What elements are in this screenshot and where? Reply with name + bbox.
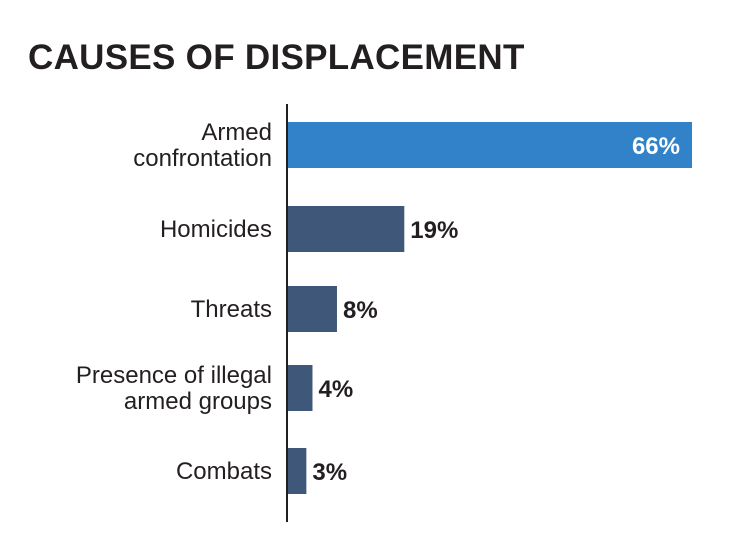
- category-label-1: Armed confrontation: [133, 119, 272, 172]
- category-label-line: Armed: [201, 119, 272, 146]
- value-label-2: 19%: [410, 217, 458, 244]
- category-label-4: Presence of illegal armed groups: [76, 362, 272, 415]
- category-label-5: Combats: [176, 458, 272, 485]
- bars-group: [288, 122, 692, 494]
- category-label-line: armed groups: [124, 388, 272, 415]
- value-label-4: 4%: [318, 376, 353, 403]
- bar-5: [288, 448, 307, 494]
- bar-1: [288, 122, 692, 168]
- bar-3: [288, 286, 337, 332]
- value-label-1: 66%: [632, 133, 680, 160]
- category-label-line: Homicides: [160, 216, 272, 243]
- category-label-line: confrontation: [133, 145, 272, 172]
- value-labels-group: 66% 19% 8% 4% 3%: [312, 133, 680, 486]
- category-label-3: Threats: [191, 296, 272, 323]
- bar-2: [288, 206, 405, 252]
- value-label-5: 3%: [312, 459, 347, 486]
- chart-title: CAUSES OF DISPLACEMENT: [28, 38, 525, 77]
- category-label-line: Combats: [176, 458, 272, 485]
- category-label-line: Presence of illegal: [76, 362, 272, 389]
- value-label-3: 8%: [343, 297, 378, 324]
- category-labels-group: Armed confrontation Homicides Threats Presen…: [76, 119, 272, 485]
- category-label-2: Homicides: [160, 216, 272, 243]
- category-label-line: Threats: [191, 296, 272, 323]
- bar-4: [288, 365, 313, 411]
